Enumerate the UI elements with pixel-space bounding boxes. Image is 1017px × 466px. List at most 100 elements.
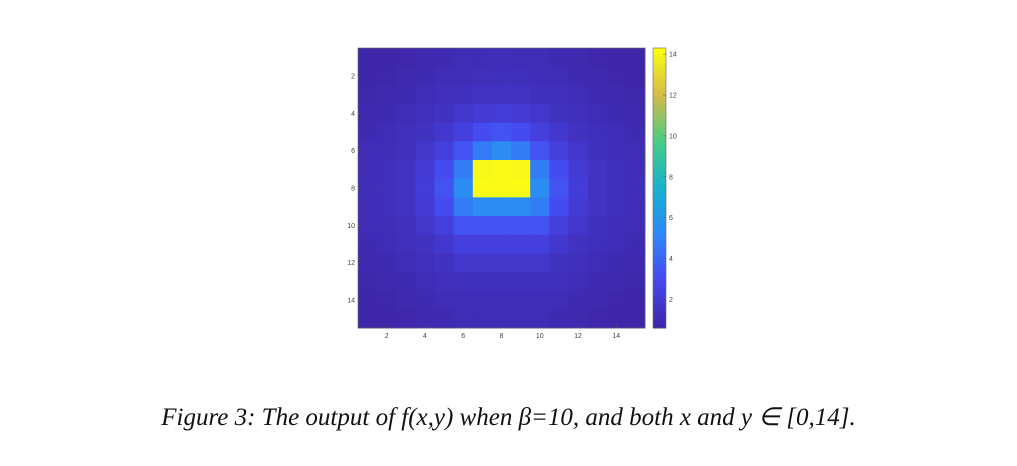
colorbar-segment	[653, 292, 666, 297]
colorbar-segment	[653, 296, 666, 301]
heatmap-cell	[434, 104, 455, 124]
y-tick-label: 2	[351, 74, 355, 81]
colorbar-segment	[653, 80, 666, 85]
heatmap-cell	[491, 290, 512, 310]
colorbar-segment	[653, 136, 666, 141]
heatmap-cell	[434, 216, 455, 236]
heatmap-cell	[606, 253, 627, 273]
heatmap-cell	[491, 48, 512, 68]
heatmap-cell	[530, 234, 550, 254]
colorbar-segment	[653, 268, 666, 273]
heatmap-cell	[396, 234, 416, 254]
colorbar-segment	[653, 284, 666, 289]
heatmap-cell	[530, 197, 550, 217]
colorbar-segment	[653, 140, 666, 145]
colorbar-segment	[653, 56, 666, 61]
heatmap-cell	[358, 160, 378, 180]
heatmap-cell	[415, 66, 435, 86]
heatmap-cell	[511, 197, 531, 217]
y-tick-label: 6	[351, 148, 355, 155]
heatmap-cell	[511, 104, 531, 124]
heatmap-cell	[453, 48, 474, 68]
heatmap-cell	[434, 48, 455, 68]
heatmap-cell	[530, 160, 550, 180]
colorbar-segment	[653, 144, 666, 149]
heatmap-cell	[549, 253, 569, 273]
colorbar-segment	[653, 152, 666, 157]
heatmap-cell	[396, 104, 416, 124]
x-tick-label: 14	[612, 333, 620, 340]
colorbar-segment	[653, 212, 666, 217]
colorbar-segment	[653, 208, 666, 213]
heatmap-cell	[472, 309, 493, 329]
heatmap-cell	[587, 253, 608, 273]
heatmap-cell	[415, 309, 435, 329]
colorbar-segment	[653, 324, 666, 329]
heatmap-cell	[472, 178, 493, 198]
heatmap-cell	[377, 48, 397, 68]
colorbar-segment	[653, 320, 666, 325]
heatmap-cell	[453, 160, 474, 180]
colorbar-segment	[653, 176, 666, 181]
colorbar-segment	[653, 256, 666, 261]
colorbar-segment	[653, 276, 666, 281]
heatmap-cell	[568, 122, 588, 142]
heatmap-cell	[396, 66, 416, 86]
heatmap-cell	[453, 66, 474, 86]
heatmap-cell	[358, 272, 378, 292]
heatmap-cell	[549, 104, 569, 124]
colorbar-segment	[653, 316, 666, 321]
heatmap-cell	[434, 141, 455, 161]
heatmap-cell	[358, 141, 378, 161]
heatmap-cell	[377, 141, 397, 161]
heatmap-cell	[625, 66, 646, 86]
heatmap-cell	[472, 122, 493, 142]
heatmap-cell	[549, 85, 569, 105]
heatmap-cell	[568, 178, 588, 198]
heatmap-cell	[377, 309, 397, 329]
colorbar-tick-label: 2	[669, 297, 673, 304]
heatmap-cell	[358, 122, 378, 142]
heatmap-cell	[415, 85, 435, 105]
heatmap-cell	[568, 160, 588, 180]
heatmap-cell	[491, 178, 512, 198]
heatmap-cell	[415, 104, 435, 124]
heatmap-cell	[587, 85, 608, 105]
heatmap-cell	[434, 178, 455, 198]
heatmap-cell	[625, 253, 646, 273]
heatmap-cell	[415, 122, 435, 142]
heatmap-cell	[549, 48, 569, 68]
colorbar-segment	[653, 160, 666, 165]
colorbar-segment	[653, 236, 666, 241]
colorbar-segment	[653, 260, 666, 265]
heatmap-cell	[415, 272, 435, 292]
heatmap-cell	[358, 290, 378, 310]
colorbar-segment	[653, 188, 666, 193]
x-tick-label: 8	[500, 333, 504, 340]
heatmap-cell	[358, 253, 378, 273]
heatmap-cell	[625, 234, 646, 254]
heatmap-cell	[530, 178, 550, 198]
heatmap-cell	[415, 234, 435, 254]
heatmap-cell	[587, 104, 608, 124]
heatmap-cell	[530, 85, 550, 105]
axis-ticks: 2 4 6 8 10 12 14 2 4 6 8 10 12 14	[347, 74, 620, 341]
colorbar-tick-label: 4	[669, 256, 673, 263]
colorbar-segment	[653, 228, 666, 233]
heatmap-cell	[377, 234, 397, 254]
heatmap-cell	[491, 309, 512, 329]
heatmap-cell	[568, 290, 588, 310]
heatmap-cell	[396, 197, 416, 217]
heatmap-cell	[377, 197, 397, 217]
heatmap-cell	[549, 290, 569, 310]
figure-caption: Figure 3: The output of f(x,y) when β=10…	[161, 404, 856, 431]
heatmap-cell	[415, 141, 435, 161]
heatmap-cell	[396, 309, 416, 329]
heatmap-cell	[511, 178, 531, 198]
heatmap-cell	[434, 253, 455, 273]
colorbar-segment	[653, 96, 666, 101]
colorbar-segment	[653, 232, 666, 237]
heatmap-cell	[377, 122, 397, 142]
heatmap-cell	[396, 48, 416, 68]
